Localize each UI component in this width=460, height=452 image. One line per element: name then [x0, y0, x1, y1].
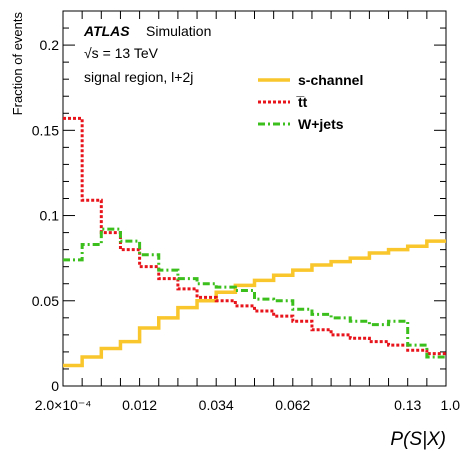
- x-tick-label: 2.0×10⁻⁴: [35, 397, 92, 413]
- series-line-w-jets: [63, 227, 446, 359]
- simulation-label: Simulation: [146, 23, 211, 39]
- series-lines: [63, 116, 446, 368]
- y-axis-title: Fraction of events: [10, 12, 25, 116]
- x-tick-label: 1.0: [441, 397, 460, 413]
- legend-label: W+jets: [298, 116, 344, 132]
- y-tick-label: 0: [51, 378, 59, 394]
- y-tick-label: 0.05: [32, 293, 59, 309]
- atlas-label: ATLAS: [83, 23, 130, 39]
- y-ticks: 0 0.05 0.1 0.15 0.2: [32, 27, 446, 394]
- y-tick-label: 0.2: [40, 37, 60, 53]
- plot-frame: [62, 10, 447, 387]
- y-tick-label: 0.1: [40, 208, 60, 224]
- y-tick-label: 0.15: [32, 122, 59, 138]
- series-line-s-channel: [63, 239, 446, 368]
- legend-label: s-channel: [298, 72, 363, 88]
- x-tick-label: 0.012: [122, 397, 157, 413]
- x-ticks: 2.0×10⁻⁴ 0.012 0.034 0.062 0.13 1.0: [35, 11, 460, 413]
- region-label: signal region, l+2j: [84, 69, 193, 85]
- legend-label: t̅t: [295, 94, 307, 110]
- x-axis-title: P(S|X): [390, 429, 446, 450]
- x-tick-label: 0.062: [275, 397, 310, 413]
- x-tick-label: 0.13: [394, 397, 421, 413]
- x-tick-label: 0.034: [199, 397, 234, 413]
- energy-label: √s = 13 TeV: [84, 45, 159, 61]
- series-line-t-t: [63, 116, 446, 356]
- legend: s-channel t̅t W+jets: [258, 72, 363, 132]
